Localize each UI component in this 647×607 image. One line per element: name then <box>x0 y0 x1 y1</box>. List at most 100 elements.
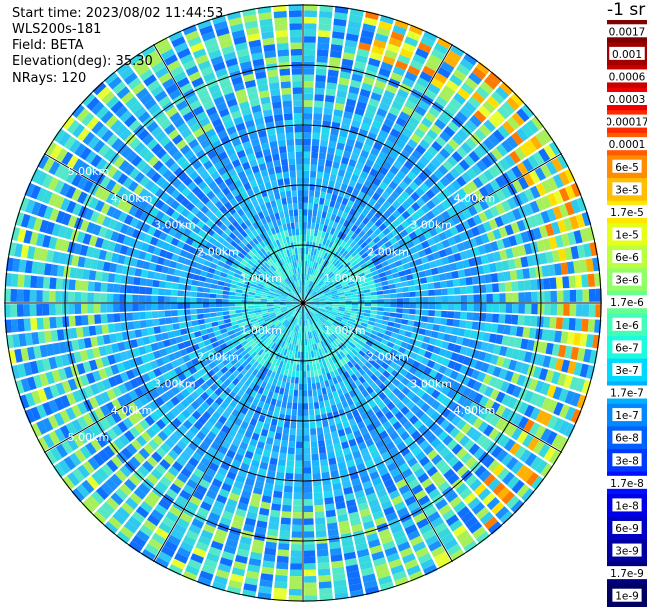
range-gate-cell <box>299 313 302 320</box>
range-gate-cell <box>159 231 168 241</box>
range-gate-cell <box>131 367 141 377</box>
range-gate-cell <box>317 335 323 342</box>
range-gate-cell <box>225 362 234 370</box>
range-gate-cell <box>357 441 367 451</box>
range-gate-cell <box>133 452 146 464</box>
range-gate-cell <box>235 508 247 518</box>
range-gate-cell <box>189 338 198 346</box>
range-gate-cell <box>87 314 95 325</box>
range-gate-cell <box>575 318 583 332</box>
range-gate-cell <box>541 412 553 427</box>
range-gate-cell <box>476 371 487 383</box>
range-gate-cell <box>92 248 101 259</box>
range-gate-cell <box>254 307 261 311</box>
range-gate-cell <box>540 463 554 478</box>
range-gate-cell <box>267 377 274 385</box>
range-gate-cell <box>435 382 445 392</box>
range-gate-cell <box>305 247 309 255</box>
range-gate-cell <box>307 345 311 352</box>
range-gate-cell <box>192 274 200 281</box>
range-gate-cell <box>242 269 250 275</box>
range-gate-cell <box>498 435 511 448</box>
range-gate-cell <box>175 262 184 270</box>
range-gate-cell <box>232 369 240 378</box>
range-gate-cell <box>363 520 375 530</box>
range-gate-cell <box>210 317 218 323</box>
range-gate-cell <box>236 389 245 398</box>
range-gate-cell <box>278 146 287 154</box>
range-gate-cell <box>509 325 518 336</box>
range-gate-cell <box>446 318 454 327</box>
range-gate-cell <box>316 171 324 179</box>
range-gate-cell <box>231 459 242 469</box>
range-gate-cell <box>443 451 455 463</box>
range-gate-cell <box>309 421 316 429</box>
range-gate-cell <box>282 375 288 383</box>
range-gate-cell <box>103 147 115 161</box>
range-gate-cell <box>240 406 249 415</box>
range-gate-cell <box>233 561 247 571</box>
range-gate-cell <box>277 419 284 428</box>
range-gate-cell <box>341 480 352 489</box>
range-gate-cell <box>82 131 95 146</box>
range-gate-cell <box>74 292 82 303</box>
range-gate-cell <box>376 425 385 434</box>
range-gate-cell <box>347 465 358 474</box>
range-gate-cell <box>564 423 576 438</box>
range-gate-cell <box>321 387 327 395</box>
range-gate-cell <box>83 337 92 349</box>
range-gate-cell <box>318 23 332 31</box>
range-gate-cell <box>197 286 204 293</box>
range-gate-cell <box>246 275 254 281</box>
range-gate-cell <box>71 488 85 503</box>
range-gate-cell <box>185 564 200 576</box>
range-gate-cell <box>363 331 371 337</box>
range-gate-cell <box>138 447 150 460</box>
range-gate-cell <box>288 209 294 217</box>
range-gate-cell <box>298 383 303 391</box>
range-gate-cell <box>266 354 272 362</box>
range-gate-cell <box>94 186 105 199</box>
range-gate-cell <box>421 316 429 323</box>
range-gate-cell <box>229 287 237 293</box>
range-gate-cell <box>52 251 61 264</box>
range-gate-cell <box>505 347 514 358</box>
range-gate-cell <box>350 517 362 527</box>
range-gate-cell <box>424 417 435 428</box>
range-gate-cell <box>300 319 303 327</box>
range-gate-cell <box>454 303 461 311</box>
range-gate-cell <box>241 392 250 401</box>
range-gate-cell <box>140 431 152 443</box>
range-gate-cell <box>568 318 576 331</box>
range-gate-cell <box>379 581 395 592</box>
range-gate-cell <box>317 388 323 396</box>
range-gate-cell <box>413 512 426 524</box>
range-gate-cell <box>221 267 229 274</box>
range-gate-cell <box>308 203 314 210</box>
range-gate-cell <box>279 300 287 303</box>
range-gate-cell <box>175 204 185 214</box>
range-gate-cell <box>287 151 295 159</box>
range-gate-cell <box>202 298 210 303</box>
range-gate-cell <box>119 303 127 312</box>
range-gate-cell <box>255 363 263 371</box>
range-gate-cell <box>285 287 291 293</box>
range-gate-cell <box>408 366 418 375</box>
range-gate-cell <box>197 257 206 265</box>
range-gate-cell <box>511 427 523 441</box>
range-gate-cell <box>199 238 208 247</box>
range-gate-cell <box>121 146 133 159</box>
range-gate-cell <box>310 170 317 178</box>
range-gate-cell <box>343 486 354 495</box>
range-gate-cell <box>354 401 363 410</box>
range-gate-cell <box>294 318 298 326</box>
range-gate-cell <box>360 322 368 328</box>
range-gate-cell <box>196 297 203 303</box>
range-gate-cell <box>222 311 230 316</box>
range-gate-cell <box>87 457 100 471</box>
range-gate-cell <box>377 366 386 374</box>
range-gate-cell <box>283 421 290 429</box>
range-gate-cell <box>471 430 483 442</box>
range-gate-cell <box>462 398 473 410</box>
range-gate-cell <box>378 494 390 504</box>
